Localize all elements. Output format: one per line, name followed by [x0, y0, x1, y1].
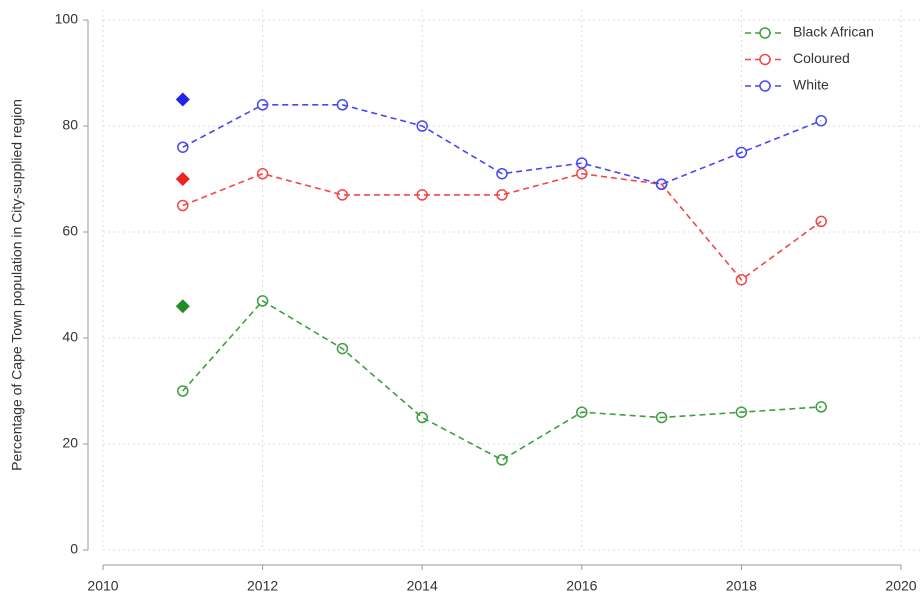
x-tick-label: 2018	[726, 578, 757, 594]
data-point	[416, 411, 428, 424]
data-point	[177, 199, 189, 212]
legend-marker	[759, 53, 771, 66]
x-tick-label: 2020	[885, 578, 916, 594]
legend-label: Coloured	[793, 50, 850, 66]
highlight-marker	[175, 299, 190, 314]
data-point	[576, 157, 588, 169]
legend-label: Black African	[793, 24, 874, 40]
data-point	[496, 167, 508, 180]
data-point	[815, 401, 827, 413]
data-point	[735, 146, 748, 159]
data-point	[655, 411, 668, 424]
x-tick-label: 2012	[247, 578, 278, 594]
legend-label: White	[793, 77, 829, 93]
data-point	[336, 342, 349, 355]
x-tick-label: 2010	[87, 578, 118, 594]
data-point	[735, 406, 748, 418]
x-tick-label: 2014	[407, 578, 438, 594]
data-point	[815, 114, 827, 127]
y-tick-label: 60	[62, 223, 78, 239]
data-point	[655, 178, 668, 191]
series-line	[182, 299, 822, 461]
highlight-marker	[175, 172, 190, 186]
legend-marker	[759, 27, 771, 39]
y-tick-label: 0	[70, 541, 78, 557]
y-tick-label: 80	[62, 117, 78, 133]
highlight-marker	[175, 92, 190, 107]
legend-marker	[759, 80, 771, 92]
y-tick-label: 40	[62, 329, 78, 345]
data-point	[815, 215, 827, 228]
data-point	[496, 454, 508, 466]
data-point	[416, 189, 428, 201]
data-point	[735, 273, 748, 286]
data-point	[336, 99, 349, 111]
data-point	[416, 120, 428, 132]
series-line	[182, 104, 822, 186]
data-point	[177, 141, 189, 153]
y-tick-label: 20	[62, 435, 78, 451]
data-point	[256, 99, 269, 111]
data-point	[256, 167, 269, 180]
data-point	[336, 189, 349, 201]
data-point	[496, 189, 508, 201]
data-point	[177, 385, 189, 397]
series-line	[182, 172, 822, 281]
data-point	[256, 295, 269, 307]
x-tick-label: 2016	[566, 578, 597, 594]
y-tick-label: 100	[55, 11, 79, 27]
data-point	[576, 406, 588, 418]
y-axis-label: Percentage of Cape Town population in Ci…	[9, 99, 25, 471]
